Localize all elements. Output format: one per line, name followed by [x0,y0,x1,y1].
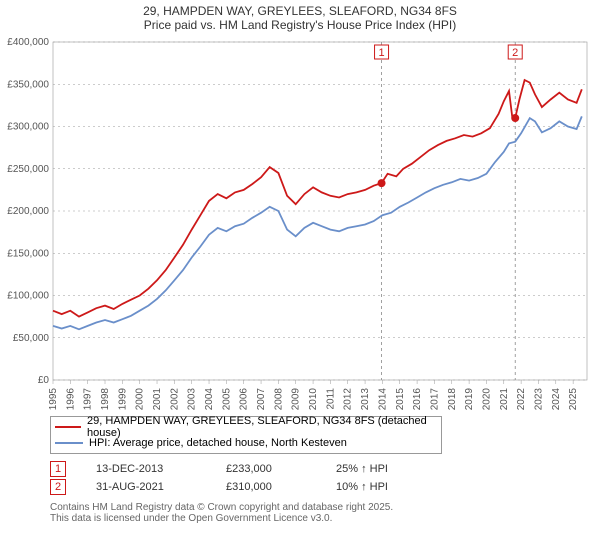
title-block: 29, HAMPDEN WAY, GREYLEES, SLEAFORD, NG3… [0,0,600,36]
y-tick-label: £250,000 [7,164,49,175]
legend-swatch [55,426,81,428]
chart-svg: £0 £50,000 £100,000 £150,000 £200,000 £250,00… [5,36,595,412]
x-tick-label: 2006 [239,388,250,411]
x-tick-label: 2024 [551,388,562,411]
footer-line-2: This data is licensed under the Open Gov… [50,513,600,524]
x-tick-label: 1997 [83,388,94,411]
legend-label: 29, HAMPDEN WAY, GREYLEES, SLEAFORD, NG3… [87,415,437,439]
x-tick-label: 2004 [204,388,215,411]
x-tick-label: 2005 [221,388,232,411]
x-tick-label: 2009 [291,388,302,411]
sale-delta: 10% ↑ HPI [336,481,388,493]
sale-row-marker: 1 [50,461,66,477]
x-tick-label: 2023 [533,388,544,411]
y-tick-label: £0 [38,375,50,386]
sale-row: 2 31-AUG-2021£310,00010% ↑ HPI [50,478,600,496]
y-tick-label: £50,000 [13,333,50,344]
sale-date: 13-DEC-2013 [96,463,226,475]
footer: Contains HM Land Registry data © Crown c… [50,502,600,524]
legend-label: HPI: Average price, detached house, Nort… [89,437,347,449]
y-tick-label: £150,000 [7,248,49,259]
series-hpi [53,116,582,329]
y-tick-label: £350,000 [7,79,49,90]
y-tick-label: £100,000 [7,291,49,302]
chart-subtitle: Price paid vs. HM Land Registry's House … [0,18,600,32]
chart-title: 29, HAMPDEN WAY, GREYLEES, SLEAFORD, NG3… [0,4,600,18]
x-tick-label: 2002 [169,388,180,411]
x-tick-label: 1999 [117,388,128,411]
y-tick-label: £200,000 [7,206,49,217]
sale-delta: 25% ↑ HPI [336,463,388,475]
sale-price: £310,000 [226,481,336,493]
x-tick-label: 2012 [343,388,354,411]
x-tick-label: 2011 [325,388,336,410]
x-tick-label: 2015 [395,388,406,411]
x-tick-label: 2025 [568,388,579,411]
series-price_paid [53,80,582,317]
sale-row-marker: 2 [50,479,66,495]
x-tick-label: 2020 [481,388,492,411]
y-tick-label: £300,000 [7,122,49,133]
x-tick-label: 2003 [187,388,198,411]
x-tick-label: 2018 [447,388,458,411]
x-tick-label: 2014 [377,388,388,411]
legend-swatch [55,442,83,444]
legend-box: 29, HAMPDEN WAY, GREYLEES, SLEAFORD, NG3… [50,416,442,454]
x-tick-label: 2019 [464,388,475,411]
sale-marker-number: 2 [512,47,518,59]
sale-row: 1 13-DEC-2013£233,00025% ↑ HPI [50,460,600,478]
chart-area: £0 £50,000 £100,000 £150,000 £200,000 £250,00… [5,36,595,412]
y-tick-label: £400,000 [7,37,49,48]
x-tick-label: 1998 [100,388,111,411]
x-tick-label: 2017 [429,388,440,411]
legend-row: 29, HAMPDEN WAY, GREYLEES, SLEAFORD, NG3… [55,419,437,435]
sales-rows: 1 13-DEC-2013£233,00025% ↑ HPI 2 31-AUG-202… [50,460,600,496]
x-tick-label: 2008 [273,388,284,411]
x-tick-label: 2000 [135,388,146,411]
sale-point [378,179,386,187]
sale-point [511,114,519,122]
x-tick-label: 2022 [516,388,527,411]
x-tick-label: 2010 [308,388,319,411]
x-tick-label: 2021 [499,388,510,411]
sale-date: 31-AUG-2021 [96,481,226,493]
x-tick-label: 2013 [360,388,371,411]
x-tick-label: 2001 [152,388,163,411]
footer-line-1: Contains HM Land Registry data © Crown c… [50,502,600,513]
x-tick-label: 2016 [412,388,423,411]
x-tick-label: 2007 [256,388,267,411]
sale-marker-number: 1 [378,47,384,59]
sale-price: £233,000 [226,463,336,475]
x-tick-label: 1996 [65,388,76,411]
x-tick-label: 1995 [48,388,59,411]
